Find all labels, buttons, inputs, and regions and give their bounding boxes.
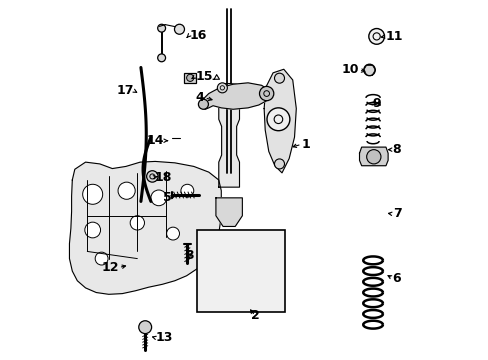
Polygon shape bbox=[359, 147, 387, 166]
Text: 14: 14 bbox=[146, 134, 164, 147]
FancyBboxPatch shape bbox=[197, 230, 285, 312]
Text: 5: 5 bbox=[162, 191, 171, 204]
Text: 4: 4 bbox=[195, 91, 204, 104]
Circle shape bbox=[95, 252, 108, 265]
Polygon shape bbox=[218, 84, 239, 187]
Circle shape bbox=[146, 171, 158, 182]
Circle shape bbox=[157, 54, 165, 62]
Text: 3: 3 bbox=[184, 248, 193, 261]
Text: 12: 12 bbox=[101, 261, 119, 274]
Circle shape bbox=[84, 222, 101, 238]
Circle shape bbox=[118, 182, 135, 199]
Polygon shape bbox=[69, 161, 221, 294]
Polygon shape bbox=[264, 69, 296, 173]
Text: 2: 2 bbox=[250, 309, 259, 322]
Polygon shape bbox=[202, 83, 270, 109]
Circle shape bbox=[166, 227, 179, 240]
Bar bbox=[184, 73, 196, 83]
Text: 8: 8 bbox=[392, 143, 401, 156]
Circle shape bbox=[274, 73, 284, 83]
Circle shape bbox=[274, 159, 284, 169]
Text: 1: 1 bbox=[301, 138, 310, 151]
Circle shape bbox=[363, 64, 374, 76]
Circle shape bbox=[266, 108, 289, 131]
Text: 17: 17 bbox=[116, 84, 134, 97]
Circle shape bbox=[157, 24, 165, 32]
Text: 15: 15 bbox=[195, 70, 212, 83]
Circle shape bbox=[174, 24, 184, 34]
Text: 18: 18 bbox=[154, 171, 171, 184]
Text: 11: 11 bbox=[385, 30, 402, 43]
Text: 16: 16 bbox=[189, 29, 206, 42]
Circle shape bbox=[217, 83, 227, 93]
Text: 7: 7 bbox=[392, 207, 401, 220]
Circle shape bbox=[82, 184, 102, 204]
Circle shape bbox=[366, 150, 380, 164]
Circle shape bbox=[368, 28, 384, 44]
Circle shape bbox=[130, 216, 144, 230]
Circle shape bbox=[181, 184, 193, 197]
Circle shape bbox=[186, 74, 193, 81]
Circle shape bbox=[151, 190, 166, 206]
Circle shape bbox=[139, 321, 151, 334]
Text: 9: 9 bbox=[372, 97, 380, 110]
Text: 13: 13 bbox=[156, 332, 173, 345]
Polygon shape bbox=[216, 198, 242, 226]
Text: 6: 6 bbox=[392, 272, 401, 285]
Text: 10: 10 bbox=[341, 63, 358, 76]
Circle shape bbox=[259, 86, 273, 101]
Circle shape bbox=[198, 99, 208, 109]
